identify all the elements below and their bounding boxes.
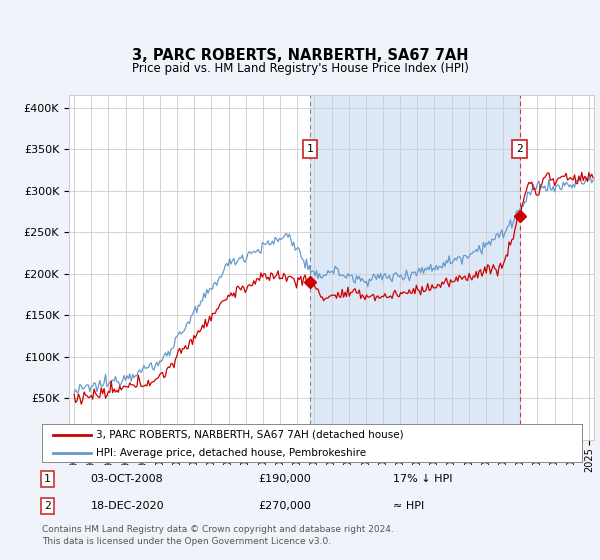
- Text: 3, PARC ROBERTS, NARBERTH, SA67 7AH (detached house): 3, PARC ROBERTS, NARBERTH, SA67 7AH (det…: [96, 430, 404, 440]
- Text: £190,000: £190,000: [258, 474, 311, 484]
- Text: 17% ↓ HPI: 17% ↓ HPI: [393, 474, 452, 484]
- Text: 03-OCT-2008: 03-OCT-2008: [91, 474, 163, 484]
- Text: 2: 2: [516, 144, 523, 154]
- Text: 1: 1: [44, 474, 51, 484]
- Text: HPI: Average price, detached house, Pembrokeshire: HPI: Average price, detached house, Pemb…: [96, 447, 366, 458]
- Text: 2: 2: [44, 501, 51, 511]
- Text: Contains HM Land Registry data © Crown copyright and database right 2024.
This d: Contains HM Land Registry data © Crown c…: [42, 525, 394, 546]
- Text: 18-DEC-2020: 18-DEC-2020: [91, 501, 164, 511]
- Text: 3, PARC ROBERTS, NARBERTH, SA67 7AH: 3, PARC ROBERTS, NARBERTH, SA67 7AH: [132, 48, 468, 63]
- Text: Price paid vs. HM Land Registry's House Price Index (HPI): Price paid vs. HM Land Registry's House …: [131, 62, 469, 75]
- Text: 1: 1: [307, 144, 313, 154]
- Text: ≈ HPI: ≈ HPI: [393, 501, 424, 511]
- Text: £270,000: £270,000: [258, 501, 311, 511]
- Bar: [310, 95, 520, 440]
